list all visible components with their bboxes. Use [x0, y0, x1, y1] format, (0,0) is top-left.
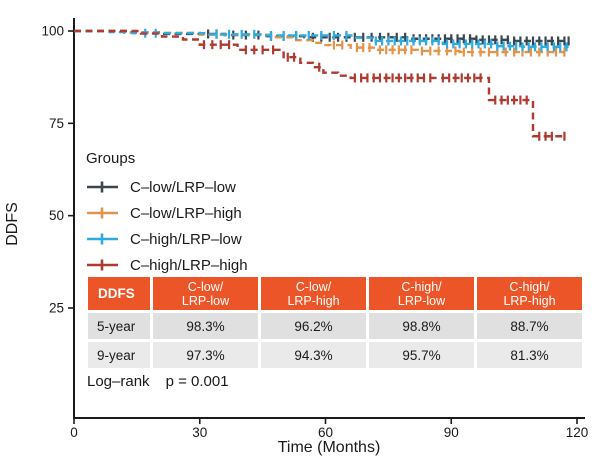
y-tick-label: 50: [49, 208, 64, 223]
legend-item-clow-lrplow: C–low/LRP–low: [86, 174, 248, 200]
y-tick-label: 75: [49, 116, 64, 131]
legend-title: Groups: [86, 150, 136, 167]
legend-item-clow-lrphigh: C–low/LRP–high: [86, 200, 248, 226]
col-header-line1: C-high/: [509, 279, 550, 294]
y-axis-title: DDFS: [4, 202, 21, 246]
x-axis-title: Time (Months): [278, 439, 381, 456]
table-col-header: C-low/ LRP-low: [153, 277, 258, 310]
y-tick-label: 100: [41, 24, 64, 39]
table-value: 94.3%: [261, 342, 366, 368]
row-label-5year: 5-year: [88, 313, 150, 339]
x-tick-label: 30: [192, 425, 207, 440]
col-header-line2: LRP-high: [287, 293, 340, 308]
row-label-9year: 9-year: [88, 342, 150, 368]
col-header-line2: LRP-high: [503, 293, 556, 308]
table-value: 81.3%: [477, 342, 582, 368]
logrank-label: Log–rank: [87, 373, 150, 390]
legend-item-chigh-lrplow: C–high/LRP–low: [86, 226, 248, 252]
survival-curve-3: [74, 29, 565, 138]
table-col-header: C-low/ LRP-high: [261, 277, 366, 310]
x-tick-label: 0: [70, 425, 78, 440]
col-header-line1: C-low/: [295, 279, 332, 294]
legend-key-icon: [87, 259, 118, 271]
col-header-line2: LRP-low: [181, 293, 230, 308]
legend-label: C–low/LRP–low: [130, 178, 236, 196]
table-value: 96.2%: [261, 313, 366, 339]
legend-label: C–high/LRP–high: [130, 256, 248, 274]
survival-summary-table: DDFS C-low/ LRP-low C-low/ LRP-high C-hi…: [88, 277, 582, 368]
x-tick-label: 60: [318, 425, 333, 440]
col-header-line2: LRP-low: [397, 293, 446, 308]
p-value: p = 0.001: [165, 373, 229, 390]
legend-key-icon: [87, 207, 118, 219]
logrank-annotation: Log–rank p = 0.001: [87, 373, 229, 390]
legend-label: C–low/LRP–high: [130, 204, 242, 222]
table-value: 95.7%: [369, 342, 474, 368]
table-corner-header: DDFS: [88, 277, 150, 310]
y-tick-label: 25: [49, 301, 64, 316]
legend-item-chigh-lrphigh: C–high/LRP–high: [86, 252, 248, 278]
legend-key-icon: [87, 181, 118, 193]
x-tick-label: 90: [444, 425, 459, 440]
table-value: 98.8%: [369, 313, 474, 339]
col-header-line1: C-low/: [187, 279, 224, 294]
legend: Groups C–low/LRP–low C–low/LRP–high C–hi…: [86, 150, 248, 278]
col-header-line1: C-high/: [401, 279, 442, 294]
table-col-header: C-high/ LRP-high: [477, 277, 582, 310]
table-col-header: C-high/ LRP-low: [369, 277, 474, 310]
table-value: 97.3%: [153, 342, 258, 368]
x-tick-label: 120: [566, 425, 589, 440]
table-value: 98.3%: [153, 313, 258, 339]
legend-label: C–high/LRP–low: [130, 230, 242, 248]
legend-key-icon: [87, 233, 118, 245]
table-value: 88.7%: [477, 313, 582, 339]
